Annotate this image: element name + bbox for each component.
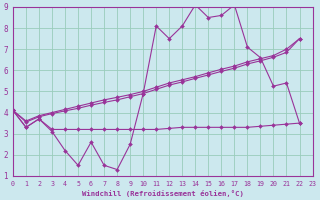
- X-axis label: Windchill (Refroidissement éolien,°C): Windchill (Refroidissement éolien,°C): [82, 190, 244, 197]
